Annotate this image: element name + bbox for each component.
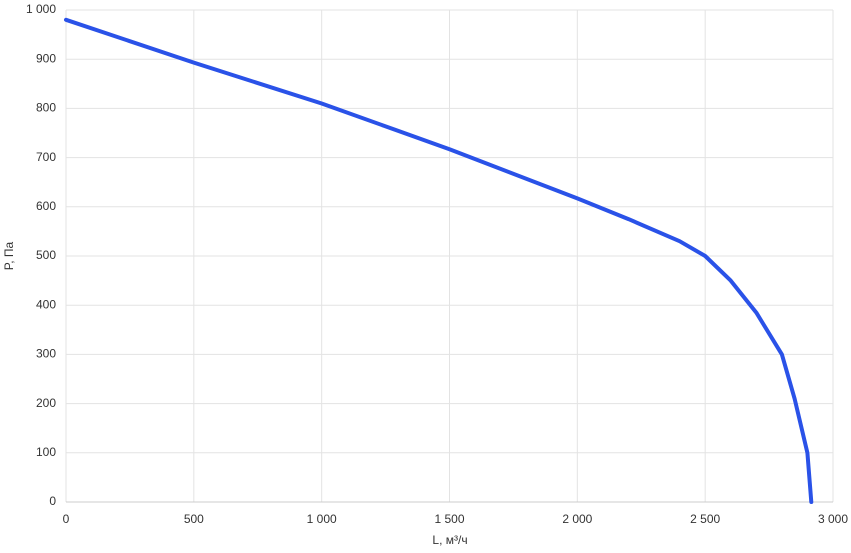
x-tick-label: 1 500	[434, 512, 464, 526]
y-tick-label: 300	[36, 347, 56, 361]
x-tick-label: 0	[63, 512, 70, 526]
x-tick-label: 500	[184, 512, 204, 526]
y-tick-label: 900	[36, 51, 56, 65]
y-tick-label: 800	[36, 101, 56, 115]
x-tick-label: 2 000	[562, 512, 592, 526]
y-tick-label: 500	[36, 248, 56, 262]
data-line	[64, 17, 814, 504]
y-tick-label: 100	[36, 445, 56, 459]
x-tick-label: 3 000	[818, 512, 848, 526]
y-tick-label: 600	[36, 199, 56, 213]
y-tick-label: 1 000	[26, 2, 56, 16]
x-tick-label: 2 500	[690, 512, 720, 526]
y-tick-label: 700	[36, 150, 56, 164]
y-tick-label: 400	[36, 297, 56, 311]
y-tick-label: 200	[36, 396, 56, 410]
x-axis-title: L, м³/ч	[432, 533, 467, 547]
y-tick-label: 0	[49, 494, 56, 508]
y-axis-title: P, Па	[2, 241, 16, 270]
x-tick-label: 1 000	[307, 512, 337, 526]
